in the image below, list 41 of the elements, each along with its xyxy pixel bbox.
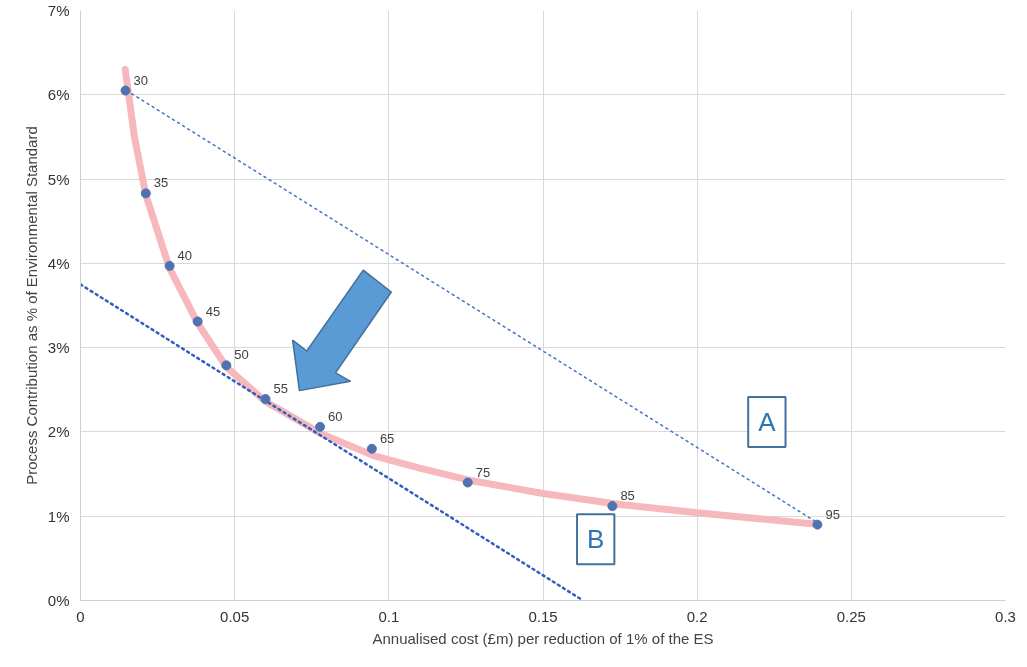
point [366, 443, 377, 454]
x-tick-label: 0.3 [995, 607, 1016, 625]
annotation: 35 [153, 175, 169, 191]
annotation: 30 [133, 72, 148, 88]
point [607, 501, 618, 512]
x-tick-label: 0.2 [686, 607, 708, 625]
series-label: B [587, 524, 605, 555]
y-tick-label: 1% [47, 507, 70, 525]
x-tick-label: 0.1 [378, 607, 400, 625]
annotation: 50 [234, 347, 249, 363]
y-tick-label: 5% [47, 170, 70, 188]
point [315, 421, 326, 432]
point [260, 394, 271, 405]
y-tick-label: 4% [47, 254, 70, 272]
annotation: 60 [328, 408, 343, 424]
y-tick-label: 6% [47, 86, 70, 104]
x-tick-label: 0.05 [220, 607, 250, 625]
annotation: 55 [273, 381, 288, 397]
y-tick-label: 2% [47, 423, 70, 441]
annotation: 40 [177, 247, 193, 263]
point [192, 316, 203, 327]
point [221, 360, 232, 371]
annotation: 85 [620, 488, 635, 504]
point [164, 260, 175, 271]
point [120, 85, 131, 96]
y-tick-label: 7% [47, 2, 70, 19]
x-tick-label: 0.25 [836, 607, 866, 625]
series-label: A [758, 406, 777, 437]
y-tick-label: 0% [47, 592, 70, 609]
x-axis-title: Annualised cost (£m) per reduction of 1% of the ES [372, 629, 714, 647]
x-tick-label: 0.15 [528, 607, 558, 625]
point [140, 188, 151, 199]
point [812, 519, 823, 530]
point [462, 477, 473, 488]
annotation: 65 [379, 430, 395, 446]
y-tick-label: 3% [47, 339, 70, 357]
annotation: 45 [205, 303, 221, 319]
annotation: 95 [825, 506, 840, 522]
y-axis-title: Process Contribution as % of Environmental Standard [22, 126, 40, 485]
x-tick-label: 0 [76, 607, 85, 625]
annotation: 75 [475, 464, 491, 480]
